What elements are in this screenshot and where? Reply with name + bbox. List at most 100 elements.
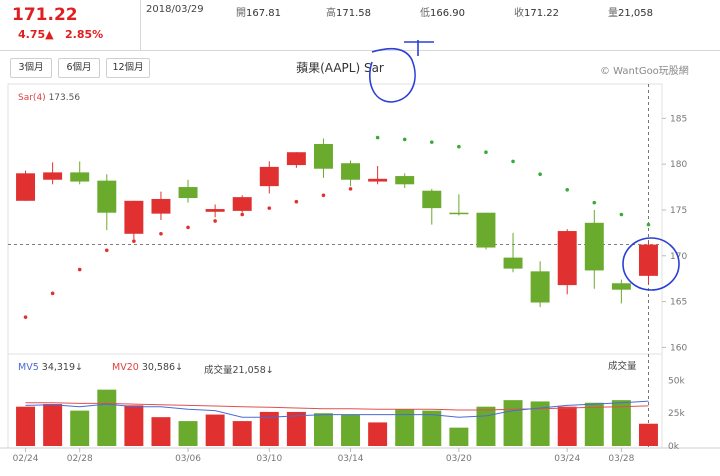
volume-bar [259, 411, 279, 446]
price-change: 4.75▲ [18, 28, 54, 41]
high-value: 171.58 [336, 8, 371, 19]
volume-bar [368, 422, 388, 446]
sar-dot [267, 206, 272, 210]
candle-body [70, 172, 90, 182]
volume-bar [97, 389, 117, 446]
candle-body [97, 180, 117, 213]
volume-tick-label: 50k [668, 376, 685, 386]
sar-dot [159, 231, 163, 236]
mv20-legend: MV20 30,586↓ [112, 362, 183, 373]
candle-body [368, 178, 388, 182]
candle-body [584, 222, 604, 271]
volume-bar [503, 400, 523, 446]
volume-bar [178, 421, 198, 446]
last-price: 171.22 [12, 5, 78, 25]
volume-bar [422, 410, 442, 446]
y-tick-label: 160 [670, 343, 687, 353]
vol-legend: 成交量21,058↓ [204, 362, 274, 376]
mv5-value: 34,319↓ [41, 362, 83, 373]
annotation-circle [622, 237, 680, 291]
volume-bar [530, 401, 550, 446]
sar-key: Sar(4) [18, 93, 46, 103]
sar-dot [186, 225, 190, 230]
candle-body [422, 190, 442, 209]
sar-dot [23, 315, 28, 319]
candle-body [232, 197, 252, 211]
volume-value: 21,058 [618, 8, 653, 19]
mv5-key: MV5 [18, 362, 39, 373]
sar-dot [511, 159, 515, 164]
volume-bar [43, 404, 63, 446]
sar-label: Sar(4) 173.56 [18, 93, 80, 103]
volume-tick-label: 0k [668, 442, 680, 452]
annotation-scribble [368, 40, 434, 103]
stat-date: 2018/03/29 [146, 4, 204, 15]
mv20-key: MV20 [112, 362, 139, 373]
x-tick-label: 03/10 [256, 454, 282, 464]
candle-body [395, 176, 415, 185]
sar-dot [619, 212, 624, 217]
candle-body [286, 152, 306, 166]
candle-body [503, 257, 523, 269]
volume-bar [232, 421, 252, 446]
stat-low: 低166.90 [420, 4, 465, 19]
range-12m-button[interactable]: 12個月 [106, 58, 150, 78]
volume-bar [395, 409, 415, 446]
y-tick-label: 185 [670, 114, 687, 124]
quote-bar: 171.22 4.75▲ 2.85% 2018/03/29 開167.81 高1… [0, 0, 720, 51]
candle-body [16, 173, 36, 201]
candle-body [449, 212, 469, 215]
x-tick-label: 03/14 [338, 454, 364, 464]
candle-body [313, 143, 333, 169]
y-tick-label: 180 [670, 160, 687, 170]
candle-body [638, 244, 658, 276]
x-tick-label: 03/24 [554, 454, 580, 464]
x-tick-label: 03/28 [608, 454, 634, 464]
mv5-legend: MV5 34,319↓ [18, 362, 83, 373]
ohlc-stats: 2018/03/29 開167.81 高171.58 低166.90 收171.… [140, 0, 720, 20]
volume-tick-label: 25k [668, 409, 685, 419]
stat-close: 收171.22 [514, 4, 559, 19]
candle-body [611, 283, 631, 290]
x-tick-label: 02/28 [67, 454, 93, 464]
sar-dot [592, 200, 597, 205]
candle-body [476, 212, 496, 248]
volume-bar [341, 414, 361, 446]
volume-bar [70, 410, 90, 446]
sar-value: 173.56 [48, 93, 81, 103]
candle-body [205, 209, 225, 212]
volume-bar [205, 414, 225, 446]
x-tick-label: 03/20 [446, 454, 472, 464]
volume-label: 量 [608, 8, 618, 19]
low-value: 166.90 [430, 8, 465, 19]
y-tick-label: 165 [670, 298, 687, 308]
range-6m-button[interactable]: 6個月 [58, 58, 100, 78]
volume-bar [584, 402, 604, 446]
sar-dot [429, 140, 434, 144]
candle-body [178, 187, 198, 199]
volume-bar [16, 406, 36, 446]
candle-body [341, 163, 361, 180]
close-value: 171.22 [524, 8, 559, 19]
price-change-percent: 2.85% [65, 28, 104, 41]
candle-body [43, 172, 63, 180]
vol-key: 成交量 [204, 365, 233, 376]
sar-dot [213, 219, 217, 223]
candle-body [530, 271, 550, 303]
volume-bar [286, 411, 306, 446]
range-3m-button[interactable]: 3個月 [10, 58, 52, 78]
vol-value: 21,058↓ [232, 365, 274, 376]
volume-bar [557, 406, 577, 446]
volume-bar [124, 405, 144, 446]
volume-bar [313, 413, 333, 446]
candle-body [557, 231, 577, 286]
open-label: 開 [236, 8, 246, 19]
y-tick-label: 175 [670, 206, 687, 216]
stat-open: 開167.81 [236, 4, 281, 19]
sar-dot [457, 144, 461, 149]
mv5-line [25, 400, 649, 418]
volume-bar [611, 400, 631, 446]
volume-bar [151, 417, 171, 446]
high-label: 高 [326, 8, 336, 19]
